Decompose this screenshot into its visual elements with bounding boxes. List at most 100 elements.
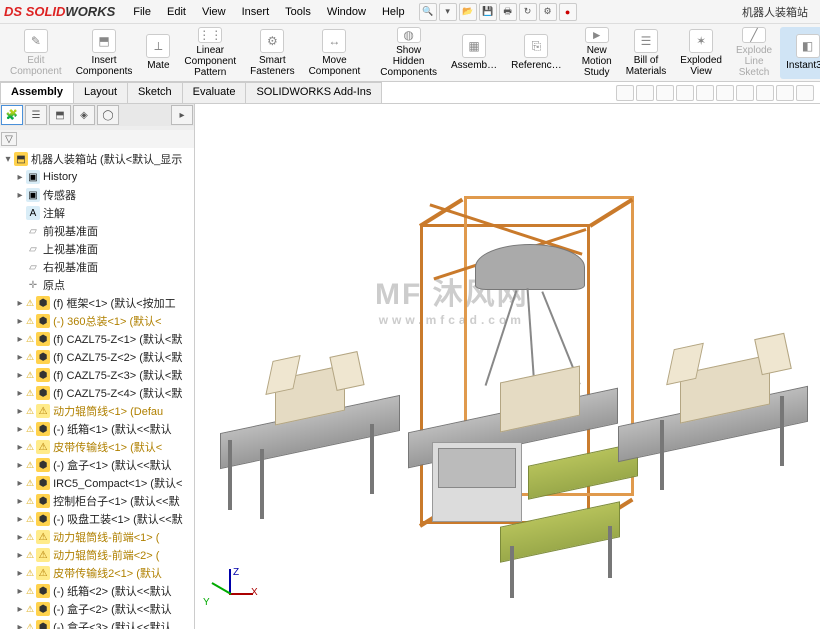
graphics-viewport[interactable]: MF 沐风网 www.mfcad.com — [195, 104, 820, 629]
tree-item[interactable]: ▱右视基准面 — [0, 258, 194, 276]
open-icon[interactable]: 📂 — [459, 3, 477, 21]
view-settings-icon[interactable] — [796, 85, 814, 101]
scene-icon[interactable] — [776, 85, 794, 101]
expand-icon[interactable]: ▸ — [14, 532, 26, 543]
dimxpert-tab[interactable]: ◈ — [73, 105, 95, 125]
tree-item[interactable]: ▸⚠⚠动力辊筒线<1> (Defau — [0, 402, 194, 420]
tree-root[interactable]: ▾ ⬒ 机器人装箱站 (默认<默认_显示 — [0, 150, 194, 168]
menu-file[interactable]: File — [125, 6, 159, 18]
expand-icon[interactable]: ▸ — [14, 424, 26, 435]
expand-icon[interactable]: ▸ — [14, 298, 26, 309]
expand-icon[interactable]: ▸ — [14, 334, 26, 345]
expand-icon[interactable]: ▸ — [14, 316, 26, 327]
ribbon-smart-button[interactable]: ⚙Smart Fasteners — [244, 27, 300, 79]
options-icon[interactable]: ⚙ — [539, 3, 557, 21]
expand-icon[interactable]: ▸ — [14, 460, 26, 471]
expand-icon[interactable]: ▸ — [14, 388, 26, 399]
expand-icon[interactable]: ▸ — [14, 190, 26, 201]
ribbon-move-button[interactable]: ↔Move Component — [303, 27, 367, 79]
tree-item[interactable]: ▸⚠⬢IRC5_Compact<1> (默认< — [0, 474, 194, 492]
display-style-icon[interactable] — [716, 85, 734, 101]
ribbon-insert-button[interactable]: ⬒Insert Components — [70, 27, 139, 79]
panel-expand-icon[interactable]: ▸ — [171, 105, 193, 125]
tab-layout[interactable]: Layout — [73, 82, 128, 103]
tree-item[interactable]: ▸⚠⚠动力辊筒线-前端<1> ( — [0, 528, 194, 546]
ribbon-instant3d-button[interactable]: ◧Instant3D — [780, 27, 820, 79]
expand-icon[interactable]: ▸ — [14, 478, 26, 489]
tree-item[interactable]: ▸⚠⬢(f) CAZL75-Z<3> (默认<默 — [0, 366, 194, 384]
expand-icon[interactable]: ▸ — [14, 622, 26, 630]
view-orient-icon[interactable] — [696, 85, 714, 101]
filter-icon[interactable]: ▽ — [1, 132, 17, 146]
ribbon-new-button[interactable]: ►New Motion Study — [576, 27, 618, 79]
menu-tools[interactable]: Tools — [277, 6, 319, 18]
menu-help[interactable]: Help — [374, 6, 413, 18]
new-icon[interactable]: ▾ — [439, 3, 457, 21]
ribbon-exploded-button[interactable]: ✶Exploded View — [674, 27, 728, 79]
expand-icon[interactable]: ▸ — [14, 442, 26, 453]
tree-item[interactable]: ▱上视基准面 — [0, 240, 194, 258]
tree-item[interactable]: ▸⚠⬢(f) CAZL75-Z<4> (默认<默 — [0, 384, 194, 402]
tree-item[interactable]: ▸⚠⬢(f) CAZL75-Z<1> (默认<默 — [0, 330, 194, 348]
tree-item[interactable]: ▸⚠⚠动力辊筒线-前端<2> ( — [0, 546, 194, 564]
tab-solidworks-add-ins[interactable]: SOLIDWORKS Add-Ins — [245, 82, 382, 103]
tree-item[interactable]: ▸⚠⚠皮带传输线<1> (默认< — [0, 438, 194, 456]
ribbon-referenc-button[interactable]: ⎘Referenc… — [505, 27, 568, 79]
expand-icon[interactable]: ▾ — [2, 154, 14, 165]
ribbon-assemb-button[interactable]: ▦Assemb… — [445, 27, 503, 79]
section-icon[interactable] — [676, 85, 694, 101]
display-manager-tab[interactable]: ◯ — [97, 105, 119, 125]
expand-icon[interactable]: ▸ — [14, 604, 26, 615]
ribbon-show-button[interactable]: ◍Show Hidden Components — [374, 27, 443, 79]
expand-icon[interactable]: ▸ — [14, 172, 26, 183]
rebuild-icon[interactable]: ↻ — [519, 3, 537, 21]
tree-item[interactable]: ▸⚠⬢(f) 框架<1> (默认<按加工 — [0, 294, 194, 312]
expand-icon[interactable]: ▸ — [14, 568, 26, 579]
tree-item[interactable]: A注解 — [0, 204, 194, 222]
zoom-area-icon[interactable] — [636, 85, 654, 101]
property-manager-tab[interactable]: ☰ — [25, 105, 47, 125]
tab-assembly[interactable]: Assembly — [0, 82, 74, 103]
tree-item[interactable]: ▸⚠⬢(-) 盒子<3> (默认<<默认 — [0, 618, 194, 629]
prev-view-icon[interactable] — [656, 85, 674, 101]
expand-icon[interactable]: ▸ — [14, 496, 26, 507]
expand-icon[interactable]: ▸ — [14, 370, 26, 381]
tree-item[interactable]: ▸▣传感器 — [0, 186, 194, 204]
zoom-fit-icon[interactable] — [616, 85, 634, 101]
tab-sketch[interactable]: Sketch — [127, 82, 183, 103]
expand-icon[interactable]: ▸ — [14, 550, 26, 561]
tree-item[interactable]: ▸⚠⬢(-) 盒子<2> (默认<<默认 — [0, 600, 194, 618]
feature-tree-tab[interactable]: 🧩 — [1, 105, 23, 125]
expand-icon[interactable]: ▸ — [14, 514, 26, 525]
orientation-triad[interactable]: Z X Y — [205, 569, 255, 619]
appearance-icon[interactable] — [756, 85, 774, 101]
search-icon[interactable]: 🔍 — [419, 3, 437, 21]
tree-item[interactable]: ✛原点 — [0, 276, 194, 294]
tree-item[interactable]: ▸⚠⬢控制柜台子<1> (默认<<默 — [0, 492, 194, 510]
tree-item[interactable]: ▸⚠⬢(-) 纸箱<2> (默认<<默认 — [0, 582, 194, 600]
hide-show-icon[interactable] — [736, 85, 754, 101]
menu-edit[interactable]: Edit — [159, 6, 194, 18]
record-icon[interactable]: ● — [559, 3, 577, 21]
tree-item[interactable]: ▸⚠⬢(-) 吸盘工装<1> (默认<<默 — [0, 510, 194, 528]
menu-insert[interactable]: Insert — [234, 6, 278, 18]
expand-icon[interactable]: ▸ — [14, 352, 26, 363]
tree-item[interactable]: ▱前视基准面 — [0, 222, 194, 240]
ribbon-bill-button[interactable]: ☰Bill of Materials — [620, 27, 673, 79]
menu-view[interactable]: View — [194, 6, 234, 18]
print-icon[interactable]: 🖶 — [499, 3, 517, 21]
tree-item[interactable]: ▸▣History — [0, 168, 194, 186]
config-manager-tab[interactable]: ⬒ — [49, 105, 71, 125]
tree-item[interactable]: ▸⚠⬢(-) 纸箱<1> (默认<<默认 — [0, 420, 194, 438]
menu-window[interactable]: Window — [319, 6, 374, 18]
tab-evaluate[interactable]: Evaluate — [182, 82, 247, 103]
tree-item[interactable]: ▸⚠⬢(f) CAZL75-Z<2> (默认<默 — [0, 348, 194, 366]
tree-item[interactable]: ▸⚠⬢(-) 盒子<1> (默认<<默认 — [0, 456, 194, 474]
ribbon-linear-button[interactable]: ⋮⋮Linear Component Pattern — [178, 27, 242, 79]
expand-icon[interactable]: ▸ — [14, 586, 26, 597]
tree-item[interactable]: ▸⚠⬢(-) 360总装<1> (默认< — [0, 312, 194, 330]
tree-item[interactable]: ▸⚠⚠皮带传输线2<1> (默认 — [0, 564, 194, 582]
ribbon-mate-button[interactable]: ⟂Mate — [140, 27, 176, 79]
save-icon[interactable]: 💾 — [479, 3, 497, 21]
expand-icon[interactable]: ▸ — [14, 406, 26, 417]
